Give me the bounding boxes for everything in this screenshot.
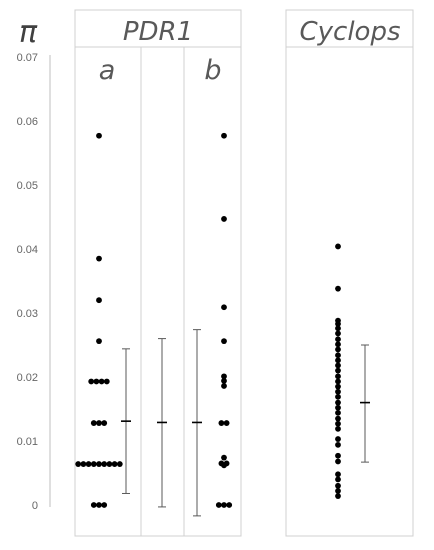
data-point	[96, 338, 102, 345]
data-point	[221, 216, 227, 222]
data-point	[335, 441, 341, 448]
data-point	[335, 330, 341, 337]
sub-label-b: b	[204, 55, 221, 86]
data-points	[75, 132, 341, 508]
data-point	[101, 461, 108, 467]
data-point	[221, 462, 227, 469]
data-point	[221, 377, 227, 384]
data-point	[223, 420, 230, 426]
data-point	[335, 476, 341, 483]
data-point	[96, 420, 102, 426]
data-point	[101, 502, 108, 508]
data-point	[96, 132, 102, 139]
cyclops-header: Cyclops	[299, 17, 400, 47]
data-point	[221, 338, 227, 345]
data-point	[96, 297, 102, 304]
data-point	[93, 378, 100, 385]
data-point	[335, 325, 341, 332]
data-point	[96, 461, 102, 467]
error-bars	[121, 329, 370, 517]
data-point	[335, 458, 341, 465]
data-point	[335, 357, 341, 364]
data-point	[335, 404, 341, 411]
pdr1-panel	[74, 9, 242, 537]
data-point	[335, 341, 341, 348]
y-tick-label: 0.06	[17, 116, 38, 128]
data-point	[335, 362, 341, 369]
data-point	[90, 502, 97, 508]
data-point	[335, 471, 341, 478]
data-point	[221, 383, 227, 389]
data-point	[335, 243, 341, 250]
data-point	[85, 461, 92, 467]
data-point	[101, 420, 108, 426]
data-point	[335, 352, 341, 359]
data-point	[88, 378, 95, 385]
data-point	[335, 415, 341, 422]
data-point	[218, 420, 225, 426]
data-point	[98, 378, 105, 385]
data-point	[335, 336, 341, 343]
pdr1-header: PDR1	[123, 17, 193, 47]
data-point	[335, 378, 341, 385]
cyclops-panel	[285, 9, 414, 537]
data-point	[335, 425, 341, 432]
data-point	[335, 409, 341, 416]
data-point	[335, 452, 341, 459]
data-point	[335, 399, 341, 406]
data-point	[335, 493, 341, 499]
data-point	[335, 488, 341, 494]
data-point	[335, 388, 341, 395]
data-point	[335, 373, 341, 380]
data-point	[96, 502, 102, 508]
data-point	[80, 461, 87, 467]
y-tick-label: 0.03	[17, 308, 38, 320]
y-tick-labels: 0 0.01 0.02 0.03 0.04 0.05 0.06 0.07	[17, 52, 38, 512]
y-tick-label: 0.02	[17, 372, 38, 384]
data-point	[90, 461, 97, 467]
data-point	[215, 502, 222, 508]
data-point	[335, 420, 341, 427]
data-point	[335, 436, 341, 442]
data-point	[106, 461, 113, 467]
data-point	[335, 393, 341, 400]
data-point	[103, 378, 110, 385]
y-axis-label: π	[19, 15, 38, 50]
data-point	[96, 255, 102, 262]
data-point	[335, 346, 341, 353]
data-point	[221, 132, 227, 139]
data-point	[335, 285, 341, 292]
data-point	[116, 461, 123, 467]
y-tick-label: 0.07	[17, 52, 38, 64]
y-tick-label: 0.01	[17, 436, 38, 448]
data-point	[335, 482, 341, 489]
data-point	[335, 320, 341, 327]
data-point	[226, 502, 233, 508]
data-point	[221, 502, 227, 508]
data-point	[111, 461, 118, 467]
data-point	[221, 454, 227, 461]
data-point	[75, 461, 82, 467]
y-tick-label: 0.05	[17, 180, 38, 192]
data-point	[335, 367, 341, 374]
sub-label-a: a	[99, 55, 116, 86]
data-point	[90, 420, 97, 426]
y-tick-label: 0.04	[17, 244, 38, 256]
data-point	[335, 383, 341, 390]
data-point	[221, 304, 227, 311]
y-tick-label: 0	[32, 500, 38, 512]
data-point	[221, 373, 227, 380]
